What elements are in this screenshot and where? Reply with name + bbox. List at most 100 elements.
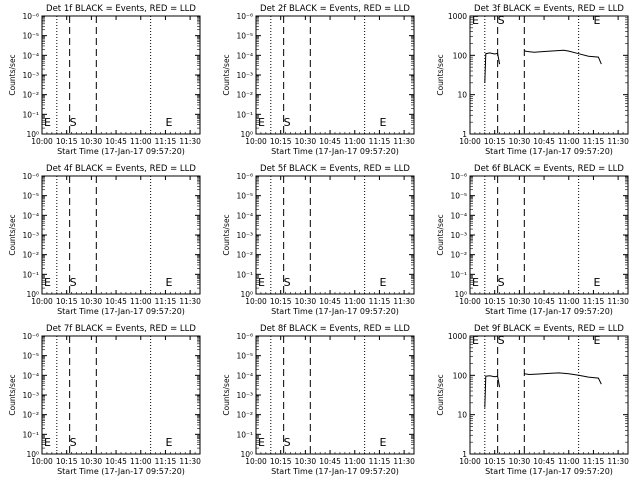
y-tick-label: 10⁰ — [240, 130, 253, 139]
x-tick-label: 10:45 — [319, 297, 341, 306]
x-tick-label: 10:45 — [105, 457, 127, 466]
y-tick-label: 10⁻¹ — [236, 110, 253, 119]
marker-label-e: E — [472, 276, 479, 289]
marker-label-e: E — [593, 334, 600, 347]
x-tick-label: 10:30 — [295, 457, 317, 466]
y-tick-label: 1000 — [448, 12, 467, 21]
y-tick-label: 10⁻² — [236, 251, 253, 260]
chart-title: Det 6f BLACK = Events, RED = LLD — [474, 164, 624, 174]
x-tick-label: 10:15 — [270, 297, 292, 306]
x-tick-label: 10:00 — [459, 457, 481, 466]
y-axis-label: Counts/sec — [222, 374, 231, 415]
y-tick-label: 10⁻³ — [22, 231, 39, 240]
x-tick-label: 11:00 — [130, 297, 152, 306]
y-tick-label: 10⁻⁶ — [236, 12, 253, 21]
x-tick-label: 10:30 — [81, 457, 103, 466]
y-tick-label: 100 — [453, 51, 468, 60]
y-tick-label: 10⁰ — [454, 290, 467, 299]
x-tick-label: 11:15 — [583, 137, 605, 146]
marker-label-e: E — [472, 334, 479, 347]
x-tick-label: 10:30 — [81, 137, 103, 146]
y-tick-label: 10 — [457, 91, 467, 100]
y-tick-label: 10⁻⁵ — [236, 352, 253, 361]
marker-label-e: E — [44, 276, 51, 289]
y-tick-label: 10⁻⁶ — [236, 332, 253, 341]
y-tick-label: 10⁻¹ — [22, 430, 39, 439]
x-tick-label: 11:30 — [393, 137, 415, 146]
y-axis-label: Counts/sec — [436, 214, 445, 255]
x-tick-label: 10:45 — [533, 297, 555, 306]
chart-title: Det 7f BLACK = Events, RED = LLD — [46, 324, 196, 334]
plot-frame — [255, 15, 415, 135]
y-tick-label: 10⁻³ — [22, 391, 39, 400]
y-tick-label: 10⁻² — [22, 251, 39, 260]
x-tick-label: 10:30 — [509, 137, 531, 146]
marker-label-s: S — [498, 14, 505, 27]
x-tick-label: 11:00 — [130, 137, 152, 146]
marker-label-e: E — [258, 276, 265, 289]
y-tick-label: 10⁻⁴ — [236, 371, 253, 380]
x-tick-label: 10:30 — [509, 297, 531, 306]
marker-label-s: S — [70, 116, 77, 129]
x-tick-label: 10:00 — [459, 297, 481, 306]
x-axis-label: Start Time (17-Jan-17 09:57:20) — [271, 467, 399, 476]
y-tick-label: 10 — [457, 411, 467, 420]
x-tick-label: 10:15 — [484, 457, 506, 466]
y-tick-label: 10⁻³ — [236, 391, 253, 400]
x-tick-label: 10:45 — [533, 137, 555, 146]
x-tick-label: 10:45 — [319, 457, 341, 466]
x-tick-label: 10:00 — [31, 137, 53, 146]
y-tick-label: 10⁻⁵ — [450, 192, 467, 201]
x-tick-label: 11:15 — [369, 457, 391, 466]
marker-label-e: E — [258, 116, 265, 129]
x-tick-label: 10:15 — [270, 457, 292, 466]
y-tick-label: 10⁻⁵ — [236, 32, 253, 41]
marker-label-e: E — [165, 276, 172, 289]
x-tick-label: 11:15 — [369, 297, 391, 306]
x-tick-label: 11:15 — [155, 137, 177, 146]
x-tick-label: 10:00 — [245, 137, 267, 146]
x-tick-label: 10:30 — [509, 457, 531, 466]
plot-frame — [469, 335, 629, 455]
marker-label-e: E — [379, 276, 386, 289]
y-axis-label: Counts/sec — [436, 374, 445, 415]
events-series-line — [484, 375, 501, 408]
x-tick-label: 10:30 — [295, 137, 317, 146]
x-axis-label: Start Time (17-Jan-17 09:57:20) — [485, 307, 613, 316]
y-axis-label: Counts/sec — [8, 54, 17, 95]
x-tick-label: 11:30 — [607, 457, 629, 466]
x-tick-label: 10:15 — [484, 297, 506, 306]
x-tick-label: 10:45 — [105, 137, 127, 146]
y-tick-label: 10⁻⁴ — [22, 51, 39, 60]
marker-label-s: S — [70, 276, 77, 289]
marker-label-s: S — [284, 436, 291, 449]
marker-label-e: E — [593, 14, 600, 27]
x-tick-label: 10:15 — [56, 457, 78, 466]
y-tick-label: 10⁻⁵ — [236, 192, 253, 201]
y-tick-label: 1 — [462, 450, 467, 459]
x-tick-label: 10:15 — [270, 137, 292, 146]
x-tick-label: 11:15 — [583, 457, 605, 466]
x-tick-label: 11:15 — [583, 297, 605, 306]
x-tick-label: 11:30 — [179, 297, 201, 306]
y-tick-label: 10⁻² — [236, 411, 253, 420]
marker-label-s: S — [70, 436, 77, 449]
x-tick-label: 11:00 — [558, 297, 580, 306]
x-axis-label: Start Time (17-Jan-17 09:57:20) — [57, 147, 185, 156]
marker-label-s: S — [498, 334, 505, 347]
events-series-line — [524, 372, 602, 385]
x-tick-label: 11:15 — [155, 457, 177, 466]
marker-label-e: E — [258, 436, 265, 449]
y-tick-label: 10⁻³ — [236, 231, 253, 240]
marker-label-s: S — [284, 276, 291, 289]
x-axis-label: Start Time (17-Jan-17 09:57:20) — [271, 307, 399, 316]
x-tick-label: 10:15 — [484, 137, 506, 146]
y-tick-label: 1000 — [448, 332, 467, 341]
x-tick-label: 11:15 — [369, 137, 391, 146]
